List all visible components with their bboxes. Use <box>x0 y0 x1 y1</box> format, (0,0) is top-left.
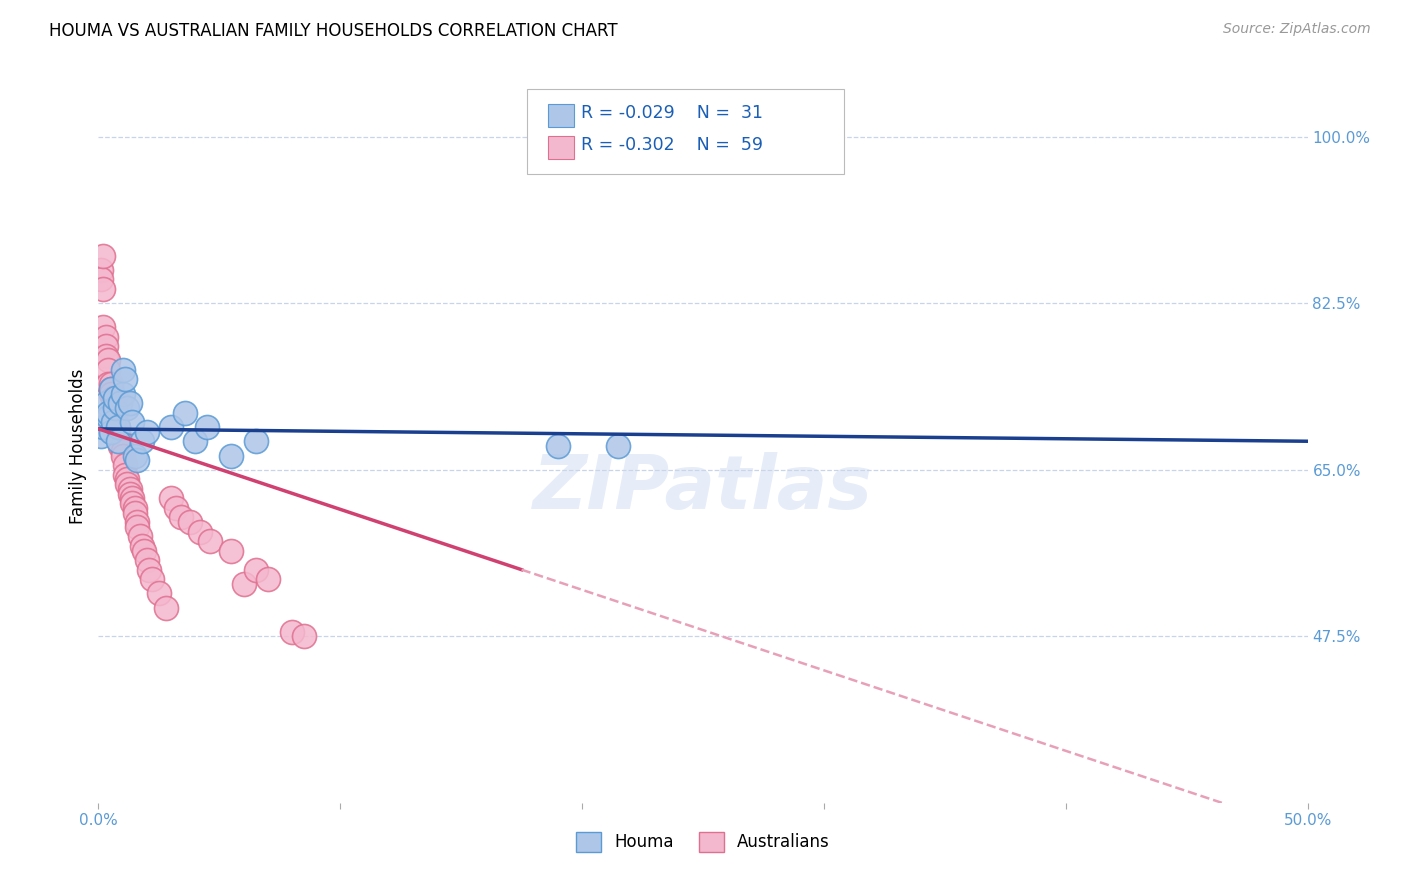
Point <box>165 500 187 515</box>
Point <box>100 377 122 392</box>
Point <box>114 467 136 482</box>
Point <box>198 534 221 549</box>
Point <box>107 429 129 443</box>
Text: Source: ZipAtlas.com: Source: ZipAtlas.com <box>1223 22 1371 37</box>
Point <box>91 249 114 263</box>
Point <box>124 506 146 520</box>
Point <box>607 439 630 453</box>
Point <box>101 401 124 415</box>
Point <box>141 572 163 586</box>
Point <box>94 339 117 353</box>
Point <box>127 515 149 529</box>
Point <box>90 263 112 277</box>
Point <box>160 420 183 434</box>
Point <box>221 449 243 463</box>
Point <box>184 434 207 449</box>
Point <box>179 515 201 529</box>
Point <box>108 396 131 410</box>
Point <box>160 491 183 506</box>
Point <box>118 486 141 500</box>
Point <box>101 392 124 406</box>
Text: R = -0.029    N =  31: R = -0.029 N = 31 <box>581 104 762 122</box>
Point <box>107 420 129 434</box>
Point <box>131 434 153 449</box>
Point <box>121 496 143 510</box>
Point <box>97 353 120 368</box>
Point <box>195 420 218 434</box>
Point <box>94 329 117 343</box>
Point <box>117 401 139 415</box>
Point <box>292 629 315 643</box>
Point <box>91 320 114 334</box>
Point <box>135 553 157 567</box>
Point <box>131 539 153 553</box>
Point <box>121 415 143 429</box>
Point <box>256 572 278 586</box>
Point <box>97 377 120 392</box>
Point <box>117 472 139 486</box>
Text: ZIPatlas: ZIPatlas <box>533 452 873 525</box>
Point <box>100 386 122 401</box>
Point <box>111 449 134 463</box>
Point <box>97 363 120 377</box>
Point <box>108 434 131 449</box>
Point <box>245 434 267 449</box>
Point <box>138 563 160 577</box>
Point <box>221 543 243 558</box>
Point <box>117 477 139 491</box>
Point <box>91 420 114 434</box>
Point <box>104 410 127 425</box>
Point <box>111 443 134 458</box>
Point <box>94 349 117 363</box>
Point <box>108 439 131 453</box>
Point <box>118 482 141 496</box>
Point <box>174 406 197 420</box>
Point <box>97 410 120 425</box>
Point <box>101 396 124 410</box>
Point <box>90 429 112 443</box>
Point <box>101 415 124 429</box>
Point <box>281 624 304 639</box>
Point <box>114 458 136 472</box>
Point <box>100 382 122 396</box>
Point <box>245 563 267 577</box>
Point <box>134 543 156 558</box>
Point <box>232 577 254 591</box>
Point <box>188 524 211 539</box>
Point <box>547 439 569 453</box>
Text: R = -0.302    N =  59: R = -0.302 N = 59 <box>581 136 762 154</box>
Y-axis label: Family Households: Family Households <box>69 368 87 524</box>
Point <box>114 372 136 386</box>
Point <box>118 396 141 410</box>
Point <box>121 491 143 506</box>
Point <box>94 396 117 410</box>
Point <box>124 449 146 463</box>
Point <box>104 406 127 420</box>
Point <box>111 386 134 401</box>
Point <box>107 420 129 434</box>
Text: HOUMA VS AUSTRALIAN FAMILY HOUSEHOLDS CORRELATION CHART: HOUMA VS AUSTRALIAN FAMILY HOUSEHOLDS CO… <box>49 22 617 40</box>
Point <box>97 406 120 420</box>
Point <box>104 401 127 415</box>
Point <box>100 425 122 439</box>
Point <box>128 529 150 543</box>
Point <box>111 363 134 377</box>
Point <box>124 500 146 515</box>
Point <box>104 392 127 406</box>
Point <box>104 415 127 429</box>
Point <box>148 586 170 600</box>
Point <box>155 600 177 615</box>
Point <box>135 425 157 439</box>
Legend: Houma, Australians: Houma, Australians <box>569 825 837 859</box>
Point <box>91 282 114 296</box>
Point <box>107 434 129 449</box>
Point <box>127 520 149 534</box>
Point <box>169 510 191 524</box>
Point <box>107 425 129 439</box>
Point <box>127 453 149 467</box>
Point <box>90 272 112 286</box>
Point <box>100 382 122 396</box>
